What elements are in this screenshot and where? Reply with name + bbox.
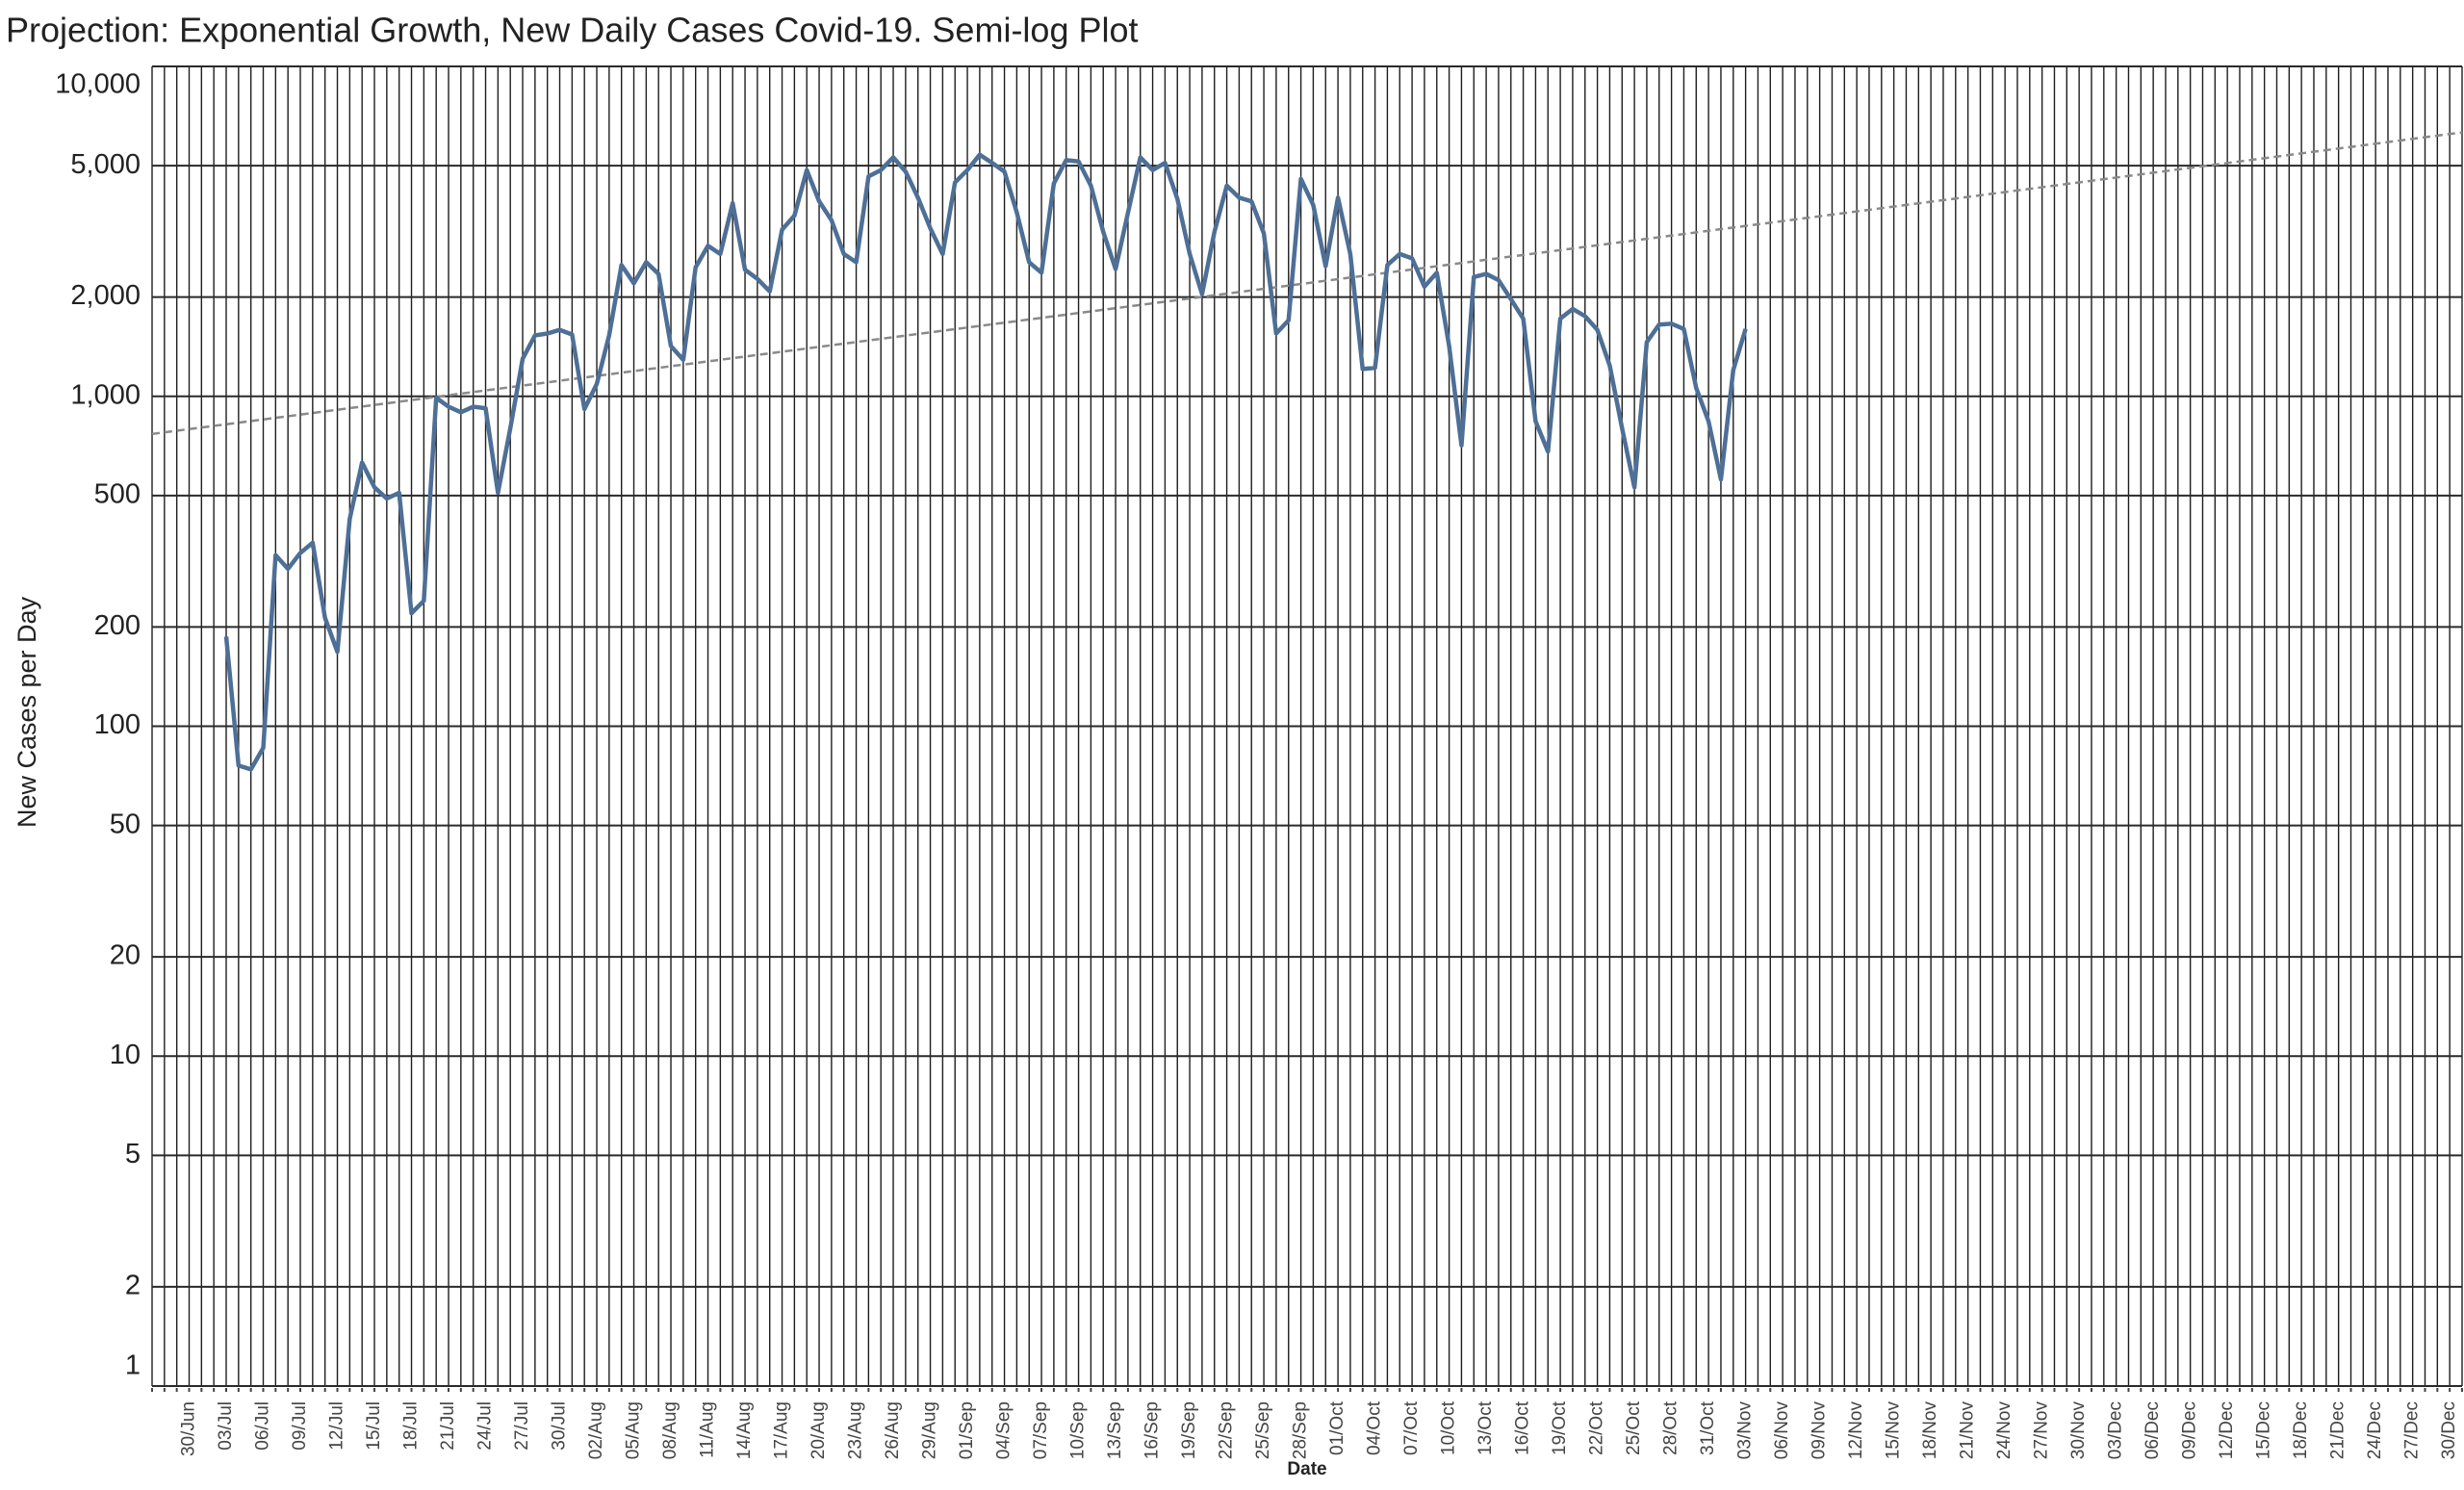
x-tick-label: 30/Jun	[179, 1401, 199, 1456]
y-tick-label: 5	[125, 1139, 141, 1169]
chart-title: Projection: Exponential Growth, New Dail…	[6, 11, 1139, 50]
x-tick-label: 29/Aug	[920, 1401, 940, 1459]
x-tick-label: 21/Dec	[2328, 1401, 2348, 1459]
x-tick-label: 04/Sep	[994, 1401, 1014, 1459]
x-tick-label: 16/Sep	[1142, 1401, 1163, 1459]
x-tick-label: 27/Dec	[2402, 1401, 2423, 1459]
x-tick-label: 09/Jul	[290, 1401, 310, 1451]
y-tick-label: 200	[94, 610, 141, 641]
x-tick-label: 24/Nov	[1994, 1401, 2015, 1460]
y-tick-label: 5,000	[70, 149, 141, 180]
x-tick-label: 07/Oct	[1401, 1400, 1422, 1455]
x-tick-label: 22/Oct	[1587, 1400, 1607, 1455]
x-tick-label: 06/Jul	[253, 1401, 273, 1451]
x-tick-label: 13/Sep	[1105, 1401, 1125, 1459]
x-tick-label: 25/Oct	[1624, 1400, 1644, 1455]
x-tick-label: 24/Jul	[475, 1401, 496, 1451]
x-tick-label: 20/Aug	[808, 1401, 829, 1459]
x-tick-label: 12/Jul	[327, 1401, 347, 1451]
x-tick-label: 12/Nov	[1846, 1401, 1866, 1460]
x-tick-label: 04/Oct	[1365, 1400, 1385, 1455]
x-tick-label: 13/Oct	[1476, 1400, 1496, 1455]
y-tick-label: 10,000	[55, 69, 141, 100]
x-tick-label: 09/Dec	[2180, 1401, 2200, 1459]
x-tick-label: 07/Sep	[1031, 1401, 1051, 1459]
x-tick-label: 30/Jul	[550, 1401, 570, 1451]
x-tick-label: 25/Sep	[1253, 1401, 1273, 1459]
x-axis-label: Date	[1287, 1459, 1326, 1479]
x-tick-label: 30/Dec	[2439, 1401, 2459, 1459]
x-tick-label: 06/Dec	[2143, 1401, 2163, 1459]
x-tick-label: 15/Dec	[2254, 1401, 2274, 1459]
x-tick-label: 14/Aug	[734, 1401, 755, 1459]
x-tick-label: 03/Dec	[2106, 1401, 2126, 1459]
y-tick-label: 100	[94, 709, 141, 740]
x-tick-label: 09/Nov	[1810, 1401, 1830, 1460]
x-tick-label: 12/Dec	[2217, 1401, 2237, 1459]
x-tick-label: 19/Sep	[1179, 1401, 1199, 1459]
x-tick-label: 03/Jul	[216, 1401, 236, 1451]
x-tick-label: 27/Nov	[2032, 1401, 2052, 1460]
y-tick-label: 500	[94, 479, 141, 510]
x-tick-label: 06/Nov	[1772, 1401, 1792, 1460]
x-tick-label: 22/Sep	[1217, 1401, 1237, 1459]
x-tick-label: 01/Sep	[957, 1401, 977, 1459]
x-tick-label: 28/Oct	[1661, 1400, 1681, 1455]
y-tick-label: 10	[110, 1040, 141, 1070]
x-tick-label: 30/Nov	[2068, 1401, 2089, 1460]
x-tick-label: 10/Oct	[1439, 1400, 1459, 1455]
data-line	[223, 152, 1748, 772]
x-tick-label: 03/Nov	[1735, 1401, 1756, 1460]
x-tick-label: 05/Aug	[624, 1401, 644, 1459]
x-tick-label: 23/Aug	[846, 1401, 866, 1459]
y-axis-label: New Cases per Day	[13, 596, 41, 828]
x-tick-label: 31/Oct	[1698, 1400, 1718, 1455]
x-tick-label: 02/Aug	[586, 1401, 606, 1459]
x-tick-label: 15/Jul	[364, 1401, 384, 1451]
projection-line	[151, 131, 2463, 436]
x-tick-label: 28/Sep	[1291, 1401, 1311, 1459]
x-tick-label: 26/Aug	[883, 1401, 903, 1459]
x-tick-label: 01/Oct	[1327, 1400, 1348, 1455]
y-tick-label: 2	[125, 1270, 141, 1300]
x-tick-label: 15/Nov	[1884, 1401, 1904, 1460]
y-tick-label: 50	[110, 809, 141, 839]
y-tick-label: 2,000	[70, 280, 141, 311]
x-tick-label: 24/Dec	[2365, 1401, 2385, 1459]
x-tick-label: 21/Nov	[1958, 1401, 1978, 1460]
y-tick-label: 1	[125, 1350, 141, 1381]
y-tick-label: 20	[110, 940, 141, 971]
x-tick-label: 08/Aug	[660, 1401, 680, 1459]
x-tick-label: 27/Jul	[512, 1401, 532, 1451]
x-tick-label: 16/Oct	[1513, 1400, 1533, 1455]
x-tick-label: 18/Dec	[2291, 1401, 2311, 1459]
x-tick-label: 18/Nov	[1920, 1401, 1940, 1460]
x-tick-label: 18/Jul	[401, 1401, 422, 1451]
x-tick-label: 17/Aug	[772, 1401, 792, 1459]
y-tick-label: 1,000	[70, 379, 141, 410]
x-tick-label: 10/Sep	[1068, 1401, 1089, 1459]
x-tick-label: 11/Aug	[698, 1401, 718, 1458]
x-tick-label: 19/Oct	[1550, 1400, 1570, 1455]
x-tick-label: 21/Jul	[438, 1401, 458, 1451]
